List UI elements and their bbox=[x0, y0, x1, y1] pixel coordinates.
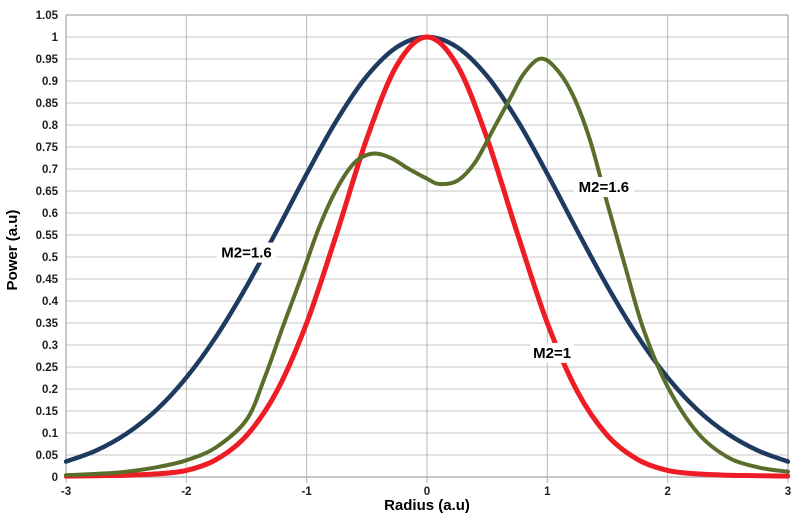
y-tick-label-0.45: 0.45 bbox=[36, 274, 59, 286]
series-line-gaussian-m2-1 bbox=[64, 34, 790, 479]
y-tick-label-0.15: 0.15 bbox=[36, 406, 59, 418]
y-tick-label-1.05: 1.05 bbox=[36, 10, 59, 22]
annotation-label-0: M2=1.6 bbox=[221, 245, 271, 262]
annotation-label-2: M2=1 bbox=[533, 345, 571, 362]
y-tick-label-0: 0 bbox=[52, 472, 58, 484]
series-line-multimode-m2-1.6 bbox=[64, 56, 790, 478]
y-tick-label-0.05: 0.05 bbox=[36, 450, 59, 462]
y-tick-label-0.25: 0.25 bbox=[36, 362, 59, 374]
y-tick-label-0.35: 0.35 bbox=[36, 318, 59, 330]
x-tick-label--3: -3 bbox=[61, 486, 71, 498]
annotation-bg-2 bbox=[530, 342, 575, 363]
y-tick-label-0.9: 0.9 bbox=[42, 76, 58, 88]
y-tick-label-0.7: 0.7 bbox=[42, 164, 58, 176]
y-tick-label-0.3: 0.3 bbox=[42, 340, 58, 352]
annotation-label-1: M2=1.6 bbox=[579, 179, 629, 196]
annotation-bg-0 bbox=[216, 242, 277, 263]
x-tick-label--1: -1 bbox=[302, 486, 313, 498]
y-tick-label-1: 1 bbox=[52, 32, 59, 44]
y-tick-label-0.55: 0.55 bbox=[36, 230, 59, 242]
y-tick-label-0.6: 0.6 bbox=[42, 208, 58, 220]
x-tick-label-0: 0 bbox=[424, 486, 430, 498]
y-tick-label-0.5: 0.5 bbox=[42, 252, 59, 264]
y-tick-label-0.4: 0.4 bbox=[42, 296, 59, 308]
annotation-bg-1 bbox=[573, 177, 634, 198]
y-tick-label-0.2: 0.2 bbox=[42, 384, 58, 396]
x-axis-title: Radius (a.u) bbox=[384, 497, 470, 514]
x-tick-label-2: 2 bbox=[664, 486, 670, 498]
x-tick-label--2: -2 bbox=[181, 486, 191, 498]
y-axis-title: Power (a.u) bbox=[4, 209, 21, 291]
y-tick-label-0.85: 0.85 bbox=[36, 98, 59, 110]
y-tick-label-0.95: 0.95 bbox=[36, 54, 59, 66]
y-tick-label-0.1: 0.1 bbox=[42, 428, 59, 440]
y-tick-label-0.8: 0.8 bbox=[42, 120, 59, 132]
y-tick-label-0.75: 0.75 bbox=[36, 142, 59, 154]
y-tick-label-0.65: 0.65 bbox=[36, 186, 59, 198]
x-tick-label-3: 3 bbox=[785, 486, 791, 498]
x-tick-label-1: 1 bbox=[544, 486, 551, 498]
